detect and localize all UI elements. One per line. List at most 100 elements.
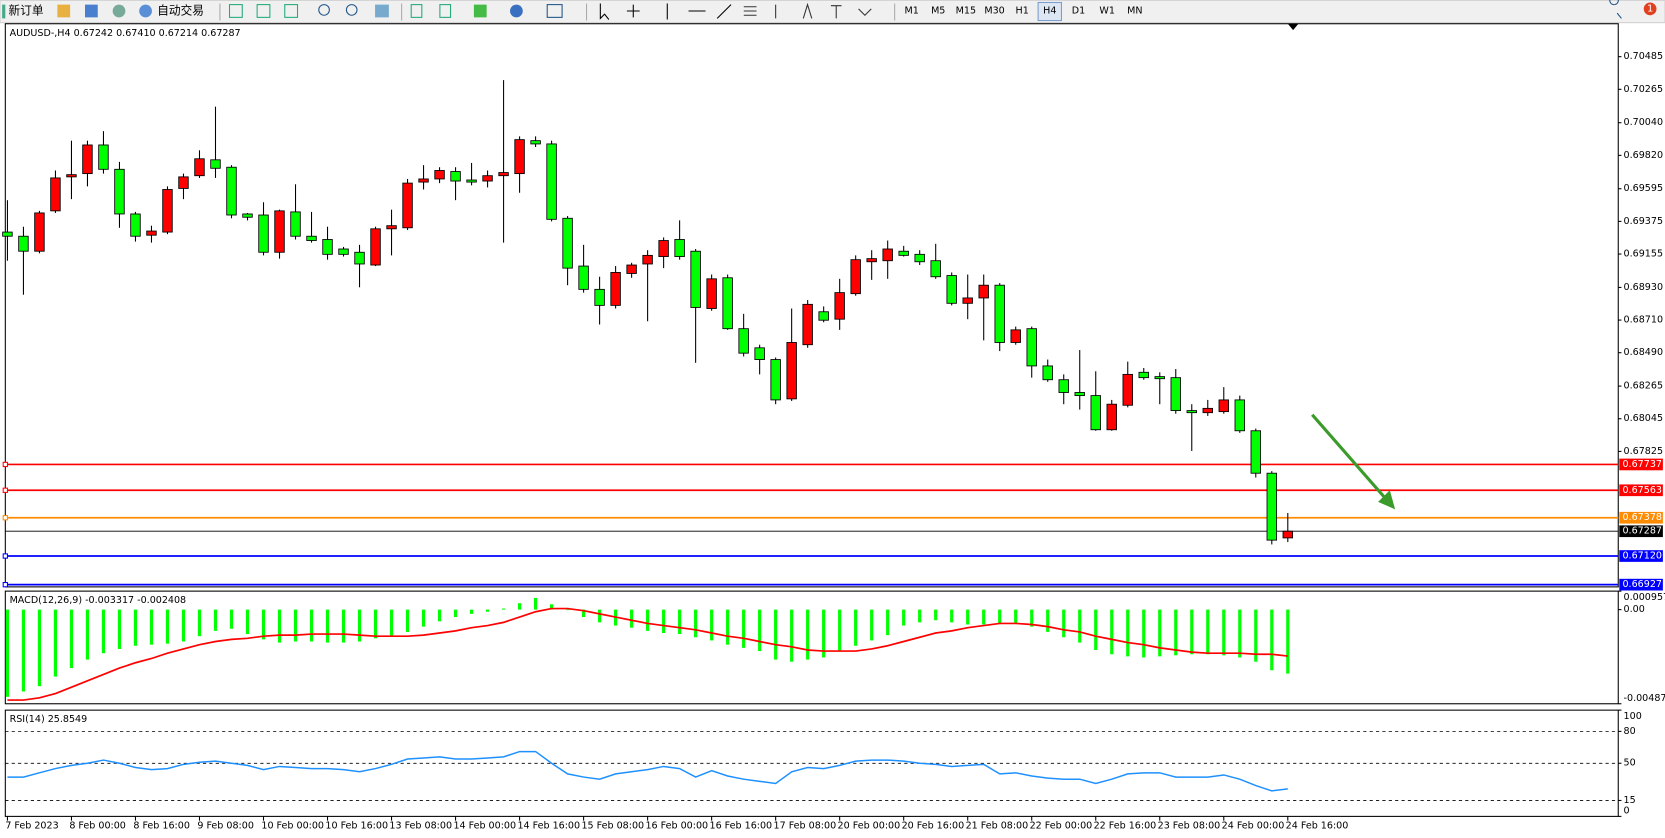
icon[interactable] (112, 4, 126, 18)
draw-tools[interactable] (666, 3, 732, 20)
candle-body (354, 251, 365, 265)
macd-bar (1270, 609, 1274, 671)
macd-bar (373, 609, 378, 639)
candle-body (994, 284, 1005, 343)
badge-count: 1 (1647, 3, 1653, 14)
macd-bar (213, 609, 218, 631)
macd-bar (838, 609, 842, 652)
icon[interactable] (228, 4, 243, 18)
line-anchor (2, 553, 8, 559)
candle-body (1042, 365, 1053, 381)
timeframe-button[interactable]: M15 (956, 5, 976, 16)
toolbar: 新订单 自动交易 M1 M5 M15 M30 H1 H4 D1 W1 MN 1 (0, 0, 1665, 24)
macd-bar (133, 609, 138, 646)
icon[interactable] (85, 4, 98, 18)
macd-bar (822, 609, 826, 658)
timeframe-button[interactable]: H4 (1043, 5, 1056, 16)
icon[interactable] (256, 4, 271, 18)
candle-body (578, 265, 589, 290)
candle-body (194, 158, 205, 177)
macd-bar (694, 609, 698, 638)
cursor-tool[interactable] (599, 3, 610, 20)
candle-body (658, 240, 669, 257)
candle-body (802, 303, 813, 346)
icon[interactable] (510, 4, 523, 18)
candle-body (498, 172, 509, 177)
timeframe-button[interactable]: W1 (1099, 5, 1115, 16)
x-tick-label: 9 Feb 08:00 (197, 820, 254, 831)
timeframe-button[interactable]: H1 (1016, 5, 1029, 16)
icon[interactable] (375, 4, 389, 18)
macd-bar (69, 609, 74, 669)
line-anchor (2, 487, 8, 493)
x-tick-label: 24 Feb 00:00 (1222, 820, 1285, 831)
timeframe-button[interactable]: M5 (931, 5, 945, 16)
timeframe-button[interactable]: M1 (905, 5, 919, 16)
candle-body (274, 210, 285, 253)
price-label-bg (1619, 484, 1663, 497)
y-tick-label: 15 (1624, 795, 1636, 806)
candle-body (898, 250, 909, 256)
macd-bar (165, 609, 170, 644)
y-tick-label: 0.70485 (1624, 51, 1663, 62)
x-tick-label: 10 Feb 16:00 (325, 820, 388, 831)
timeframe-button[interactable]: MN (1127, 5, 1142, 16)
macd-bar (1094, 609, 1098, 651)
timeframe-button[interactable]: M30 (984, 5, 1004, 16)
line-anchor (2, 515, 8, 521)
candle-body (1026, 328, 1037, 367)
icon[interactable] (410, 4, 423, 18)
x-tick-label: 8 Feb 00:00 (69, 820, 126, 831)
y-tick-label: 0.69595 (1624, 183, 1663, 194)
icon[interactable] (473, 4, 487, 18)
candle-body (98, 144, 109, 170)
macd-bar (726, 609, 730, 645)
macd-bar (790, 609, 794, 662)
y-tick-label: 0.68930 (1624, 282, 1663, 293)
icon[interactable] (439, 4, 452, 18)
macd-bar (341, 609, 346, 643)
macd-bar (533, 597, 538, 610)
macd-bar (389, 609, 394, 637)
candle-body (1266, 472, 1278, 541)
candle-body (1058, 379, 1069, 393)
candle-body (642, 254, 653, 265)
icon[interactable] (284, 4, 299, 18)
search-icon[interactable] (1609, 0, 1622, 19)
y-tick-label: 100 (1624, 711, 1642, 722)
icon[interactable] (546, 4, 563, 18)
timeframes: M1 M5 M15 M30 H1 H4 D1 W1 MN (905, 1, 1142, 22)
macd-bar (646, 609, 650, 631)
x-tick-label: 22 Feb 00:00 (1030, 820, 1093, 831)
notification-badge[interactable] (1643, 2, 1657, 16)
candle-body (226, 166, 237, 216)
candle-body (466, 179, 477, 183)
x-tick-label: 21 Feb 08:00 (966, 820, 1029, 831)
pane-frame (4, 590, 1619, 705)
y-tick-label: 0.68710 (1624, 315, 1663, 326)
new-order-button[interactable]: 新订单 (9, 3, 44, 17)
price-label-bg (1619, 511, 1663, 524)
macd-bar (902, 609, 906, 626)
macd-bar (1014, 609, 1018, 624)
crosshair-tool[interactable] (626, 4, 640, 18)
macd-bar (1062, 609, 1066, 638)
x-tick-label: 10 Feb 00:00 (261, 820, 324, 831)
candle-body (834, 292, 845, 320)
icon[interactable] (57, 4, 71, 18)
macd-bar (1110, 609, 1114, 655)
auto-trade-button[interactable]: 自动交易 (157, 3, 204, 17)
timeframe-button[interactable]: D1 (1072, 5, 1085, 16)
annotation-arrow (1311, 413, 1388, 501)
x-tick-label: 15 Feb 08:00 (581, 820, 644, 831)
macd-bar (1190, 609, 1194, 655)
icon[interactable] (139, 4, 152, 18)
icon[interactable] (318, 4, 330, 16)
macd-bar (421, 609, 426, 627)
candle-body (370, 228, 381, 266)
macd-bar (261, 609, 266, 640)
icon[interactable] (345, 4, 358, 16)
y-tick-label: 80 (1624, 726, 1636, 737)
candle-body (866, 258, 877, 263)
draw-tools[interactable] (743, 2, 872, 19)
